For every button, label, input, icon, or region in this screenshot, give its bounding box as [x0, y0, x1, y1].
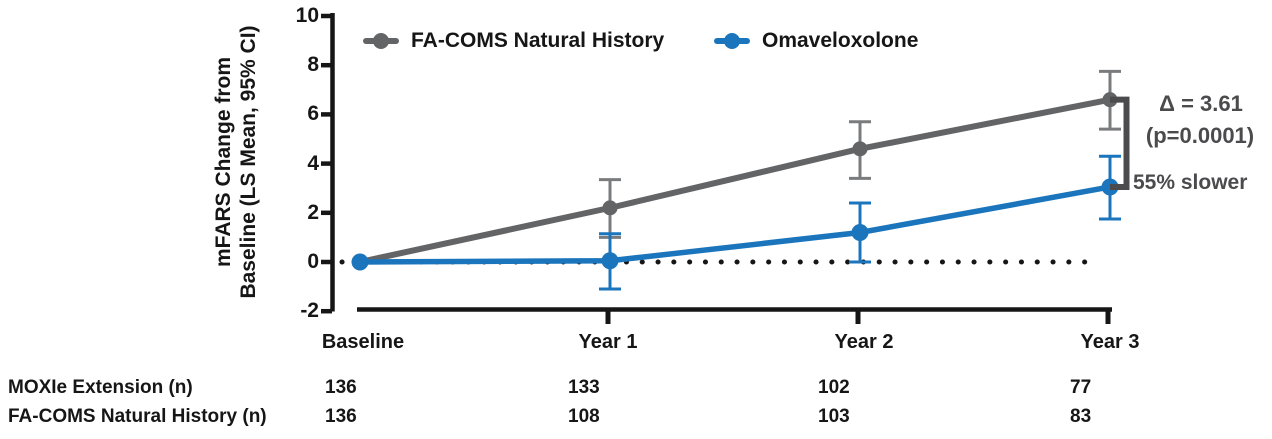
- table-cell-moxie-year1: 133: [568, 377, 600, 398]
- x-tick-label-year3: Year 3: [1080, 331, 1140, 353]
- x-tick-label-year1: Year 1: [578, 331, 638, 353]
- legend-dot-facoms-icon: [373, 33, 389, 49]
- legend-dot-omaveloxolone-icon: [724, 33, 740, 49]
- annotation-delta: Δ = 3.61: [1159, 91, 1243, 116]
- y-tick-label-0: 0: [307, 250, 319, 273]
- x-tick-label-year2: Year 2: [834, 331, 894, 353]
- table-cell-facoms-year2: 103: [818, 406, 850, 427]
- table-cell-moxie-year2: 102: [818, 377, 850, 398]
- table-row-label-facoms: FA-COMS Natural History (n): [8, 406, 267, 427]
- y-tick-label-2: 2: [307, 201, 319, 224]
- y-tick-label-4: 4: [307, 152, 319, 175]
- annotation-slower: 55% slower: [1133, 171, 1248, 194]
- legend-item-omaveloxolone: Omaveloxolone: [714, 26, 918, 56]
- table-cell-moxie-baseline: 136: [325, 377, 357, 398]
- y-tick-label-6: 6: [307, 102, 319, 125]
- legend-marker-facoms-icon: [363, 33, 399, 49]
- annotation-pvalue: (p=0.0001): [1145, 123, 1255, 148]
- y-axis-title-line2: Baseline (LS Mean, 95% CI): [237, 25, 260, 299]
- table-row-label-moxie: MOXIe Extension (n): [8, 377, 193, 398]
- y-tick-label-8: 8: [307, 53, 319, 76]
- legend-label-omaveloxolone: Omaveloxolone: [762, 29, 919, 52]
- y-tick-label-neg2: -2: [300, 299, 319, 322]
- y-tick-label-10: 10: [295, 4, 319, 27]
- y-axis-title-line1: mFARS Change from: [212, 56, 235, 268]
- table-cell-facoms-year1: 108: [568, 406, 600, 427]
- legend-marker-omaveloxolone-icon: [714, 33, 750, 49]
- table-cell-moxie-year3: 77: [1070, 377, 1092, 398]
- table-cell-facoms-year3: 83: [1070, 406, 1092, 427]
- x-tick-label-baseline: Baseline: [321, 331, 405, 353]
- legend-label-facoms: FA-COMS Natural History: [411, 29, 665, 52]
- y-axis-title: mFARS Change from Baseline (LS Mean, 95%…: [211, 25, 261, 298]
- legend-item-facoms: FA-COMS Natural History: [363, 26, 664, 56]
- table-cell-facoms-baseline: 136: [325, 406, 357, 427]
